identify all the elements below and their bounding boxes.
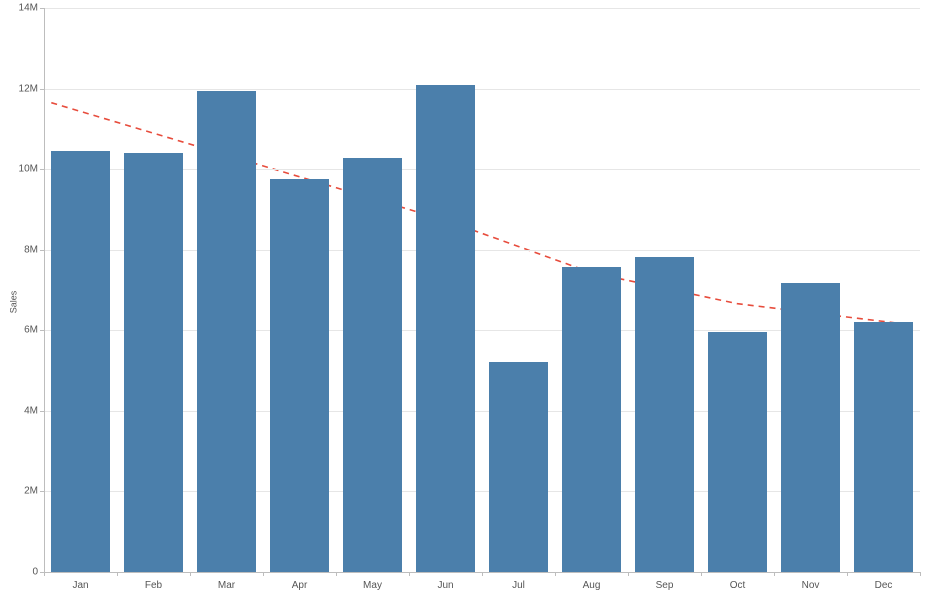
bar-mar xyxy=(197,91,257,572)
x-tick-label: Jul xyxy=(512,580,525,591)
bar-apr xyxy=(270,179,330,572)
x-tick-label: Oct xyxy=(730,580,746,591)
x-tick-mark xyxy=(336,572,337,576)
x-tick-mark xyxy=(190,572,191,576)
y-axis-title: Sales xyxy=(8,291,18,314)
bar-nov xyxy=(781,283,841,572)
x-tick-mark xyxy=(117,572,118,576)
bar-oct xyxy=(708,332,768,572)
y-tick-label: 14M xyxy=(19,3,38,14)
x-tick-mark xyxy=(555,572,556,576)
x-tick-mark xyxy=(774,572,775,576)
bar-jun xyxy=(416,85,476,572)
x-tick-label: Sep xyxy=(656,580,674,591)
y-tick-label: 0 xyxy=(32,567,38,578)
y-tick-label: 2M xyxy=(24,486,38,497)
bar-jul xyxy=(489,362,549,572)
bar-jan xyxy=(51,151,111,572)
x-tick-label: Jun xyxy=(437,580,453,591)
x-tick-mark xyxy=(409,572,410,576)
x-tick-mark xyxy=(920,572,921,576)
x-tick-label: May xyxy=(363,580,382,591)
y-tick-label: 10M xyxy=(19,164,38,175)
y-tick-label: 12M xyxy=(19,83,38,94)
grid-line xyxy=(44,8,920,9)
y-tick-label: 6M xyxy=(24,325,38,336)
x-tick-mark xyxy=(482,572,483,576)
x-tick-label: Mar xyxy=(218,580,235,591)
x-tick-mark xyxy=(628,572,629,576)
bar-may xyxy=(343,158,403,572)
bar-feb xyxy=(124,153,184,572)
y-tick-label: 8M xyxy=(24,244,38,255)
x-tick-mark xyxy=(701,572,702,576)
y-axis-line xyxy=(44,8,45,572)
x-tick-label: Apr xyxy=(292,580,308,591)
plot-area: 02M4M6M8M10M12M14MJanFebMarAprMayJunJulA… xyxy=(44,8,920,572)
bar-dec xyxy=(854,322,914,572)
x-tick-mark xyxy=(44,572,45,576)
bar-aug xyxy=(562,267,622,572)
x-tick-label: Nov xyxy=(802,580,820,591)
grid-line xyxy=(44,89,920,90)
sales-bar-chart: Sales 02M4M6M8M10M12M14MJanFebMarAprMayJ… xyxy=(0,0,931,604)
x-tick-label: Feb xyxy=(145,580,162,591)
bar-sep xyxy=(635,257,695,572)
x-tick-mark xyxy=(263,572,264,576)
x-tick-label: Jan xyxy=(72,580,88,591)
y-tick-label: 4M xyxy=(24,405,38,416)
x-tick-label: Aug xyxy=(583,580,601,591)
x-tick-label: Dec xyxy=(875,580,893,591)
x-tick-mark xyxy=(847,572,848,576)
